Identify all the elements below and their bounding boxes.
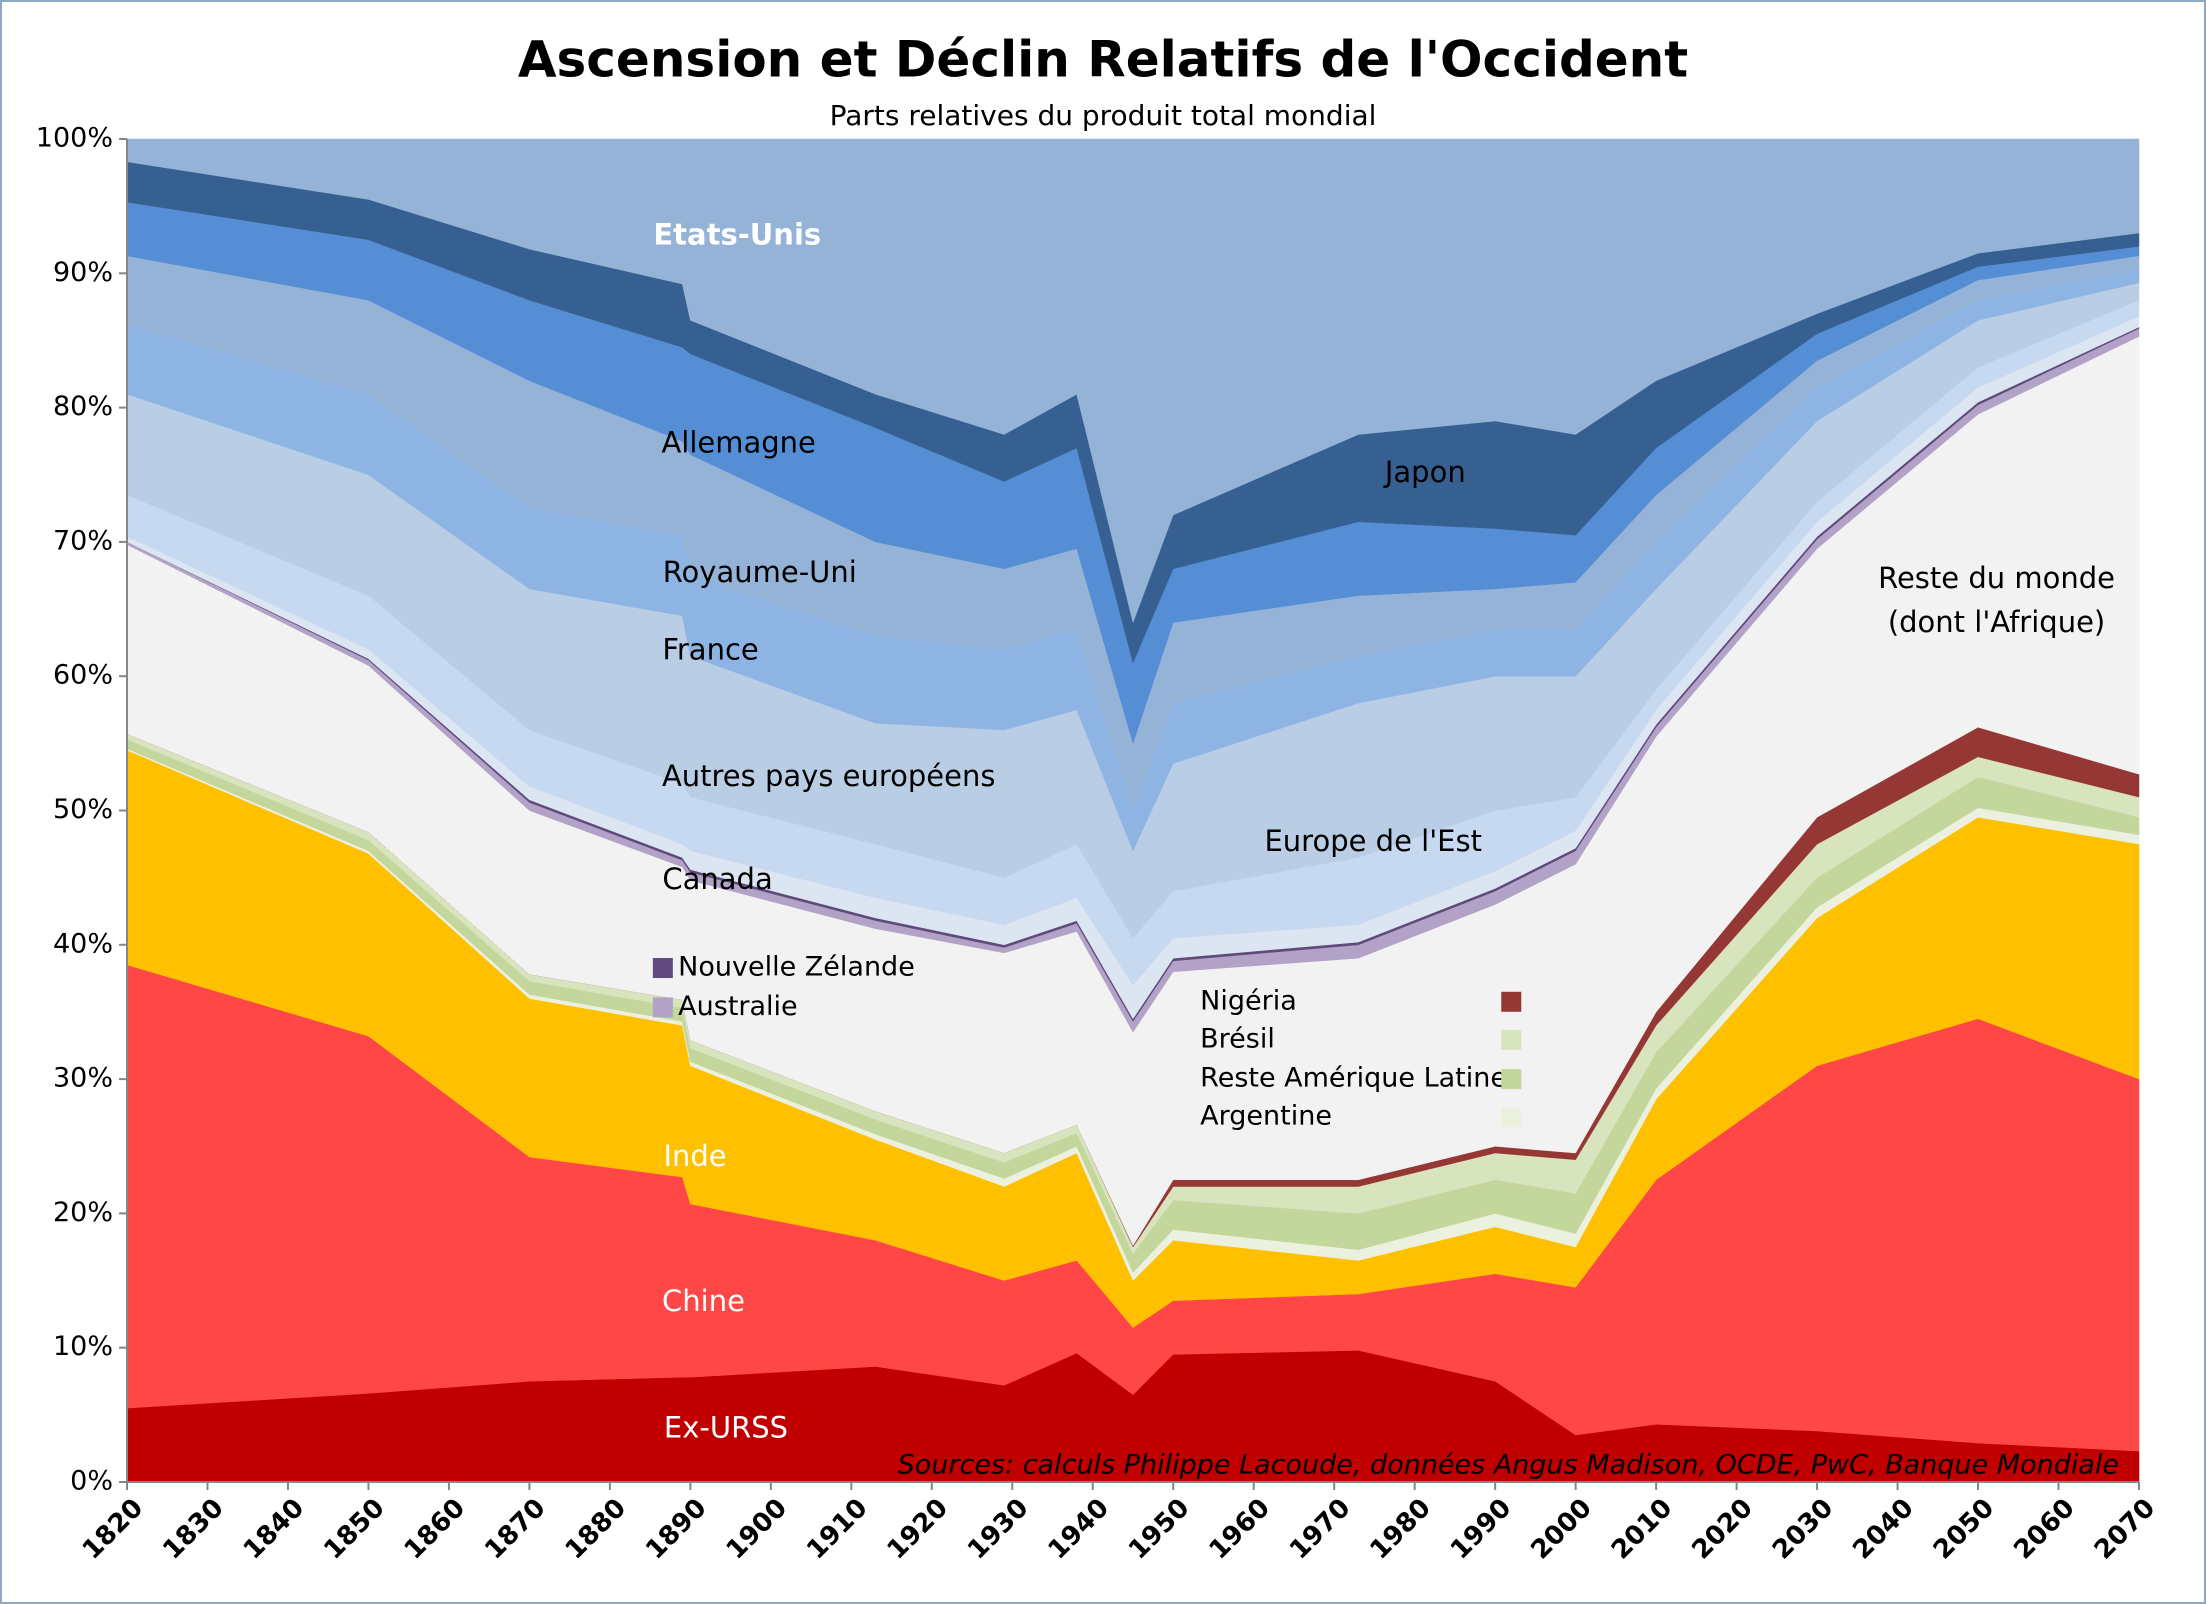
series-label: France [662, 632, 758, 666]
legend-swatch [652, 997, 673, 1018]
series-label: Ex-URSS [664, 1411, 788, 1445]
y-tick-label: 70% [53, 525, 113, 556]
legend-label: Brésil [1200, 1023, 1275, 1054]
legend-swatch [652, 958, 673, 979]
legend-label: Nigéria [1200, 985, 1297, 1016]
series-label: Royaume-Uni [663, 555, 857, 589]
x-tick-label: 1850 [318, 1493, 390, 1565]
x-tick-label: 2030 [1767, 1493, 1839, 1565]
x-tick-label: 2010 [1606, 1493, 1678, 1565]
x-tick-label: 1900 [721, 1493, 793, 1565]
y-tick-label: 0% [70, 1466, 113, 1497]
x-tick-label: 1920 [882, 1493, 954, 1565]
x-tick-label: 2070 [2089, 1493, 2161, 1565]
x-tick-label: 2020 [1686, 1493, 1758, 1565]
y-tick-label: 30% [53, 1063, 113, 1094]
series-label: Reste du monde (dont l'Afrique) [1878, 560, 2115, 639]
legend-swatch [1501, 1029, 1522, 1050]
y-tick-label: 50% [53, 794, 113, 825]
y-tick-label: 60% [53, 660, 113, 691]
annotation: Sources: calculs Philippe Lacoude, donné… [898, 1450, 2119, 1481]
x-tick-label: 1960 [1204, 1493, 1276, 1565]
legend-swatch [1501, 1069, 1522, 1090]
series-label: Europe de l'Est [1264, 824, 1482, 858]
series-label: Allemagne [661, 426, 815, 460]
x-tick-label: 1930 [962, 1493, 1034, 1565]
series-label: Autres pays européens [662, 759, 996, 793]
x-tick-label: 1880 [560, 1493, 632, 1565]
y-tick-label: 80% [53, 391, 113, 422]
legend-swatch [1501, 1107, 1522, 1128]
x-tick-label: 1820 [77, 1493, 149, 1565]
series-label: Chine [662, 1284, 745, 1318]
x-tick-label: 1890 [640, 1493, 712, 1565]
series-label: Etats-Unis [653, 217, 821, 251]
x-tick-label: 1910 [801, 1493, 873, 1565]
x-tick-label: 1940 [1043, 1493, 1115, 1565]
x-tick-label: 1870 [479, 1493, 551, 1565]
x-tick-label: 2040 [1847, 1493, 1919, 1565]
x-tick-label: 1950 [1123, 1493, 1195, 1565]
legend-label: Australie [678, 991, 798, 1022]
x-tick-label: 1830 [157, 1493, 229, 1565]
legend-label: Reste Amérique Latine [1200, 1063, 1507, 1094]
y-tick-label: 100% [36, 123, 113, 154]
series-label: Japon [1383, 455, 1466, 489]
series-label: Inde [663, 1139, 726, 1173]
chart-subtitle: Parts relatives du produit total mondial [830, 99, 1377, 132]
x-tick-label: 2060 [2008, 1493, 2080, 1565]
y-tick-label: 20% [53, 1197, 113, 1228]
area [126, 138, 2140, 624]
legend-swatch [1501, 991, 1522, 1012]
x-tick-label: 1860 [399, 1493, 471, 1565]
y-tick-label: 10% [53, 1331, 113, 1362]
x-tick-label: 1980 [1365, 1493, 1437, 1565]
x-tick-label: 1990 [1445, 1493, 1517, 1565]
x-tick-label: 1970 [1284, 1493, 1356, 1565]
series-label: Canada [662, 862, 772, 896]
y-tick-label: 40% [53, 928, 113, 959]
legend-label: Argentine [1200, 1101, 1332, 1132]
y-tick-label: 90% [53, 257, 113, 288]
x-tick-label: 2050 [1928, 1493, 2000, 1565]
x-tick-label: 1840 [238, 1493, 310, 1565]
chart-title: Ascension et Déclin Relatifs de l'Occide… [518, 31, 1688, 89]
legend-label: Nouvelle Zélande [678, 952, 915, 983]
x-tick-label: 2000 [1526, 1493, 1598, 1565]
